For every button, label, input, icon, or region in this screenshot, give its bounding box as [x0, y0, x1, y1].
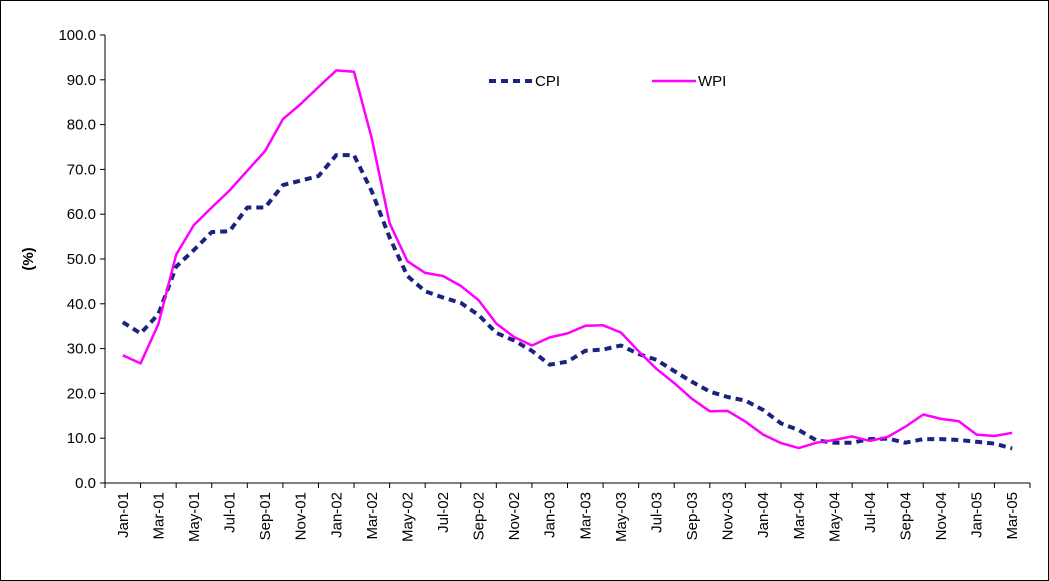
y-axis: 0.0 10.0 20.0 30.0 40.0 50.0 60.0 70.0 80.0 90.0 1… — [58, 27, 106, 492]
x-tick-label: Jul-04 — [862, 492, 879, 533]
series-line-wpi — [122, 69, 1013, 450]
x-tick-label: Jan-04 — [755, 492, 772, 538]
x-tick-label: May-03 — [613, 492, 630, 542]
y-tick-label: 80.0 — [67, 117, 96, 134]
x-tick-label: Sep-01 — [257, 492, 274, 540]
y-tick-label: 30.0 — [67, 341, 96, 358]
x-tick-label: Jan-03 — [542, 492, 559, 538]
x-tick-label: Jan-02 — [328, 492, 345, 538]
x-tick-label: Jan-01 — [115, 492, 132, 538]
y-tick-label: 90.0 — [67, 72, 96, 89]
x-tick-label: Mar-05 — [1004, 492, 1021, 540]
y-tick-label: 70.0 — [67, 161, 96, 178]
x-tick-label: Nov-02 — [506, 492, 523, 540]
x-tick-label: Mar-02 — [364, 492, 381, 540]
x-tick-label: Jul-02 — [435, 492, 452, 533]
x-tick-label: Sep-03 — [684, 492, 701, 540]
y-tick-label: 0.0 — [75, 475, 96, 492]
x-tick-label: Jul-01 — [222, 492, 239, 533]
x-tick-label: Mar-03 — [577, 492, 594, 540]
x-tick-label: Mar-04 — [791, 492, 808, 540]
x-tick-label: May-02 — [399, 492, 416, 542]
x-tick-label: Nov-01 — [293, 492, 310, 540]
x-tick-label: Mar-01 — [150, 492, 167, 540]
legend: CPI WPI — [489, 73, 726, 90]
series-layer — [121, 69, 1013, 451]
y-axis-title: (%) — [20, 247, 37, 270]
y-tick-label: 100.0 — [58, 27, 96, 44]
legend-label-cpi: CPI — [535, 73, 560, 90]
x-tick-label: Nov-04 — [933, 492, 950, 540]
y-tick-label: 60.0 — [67, 206, 96, 223]
y-tick-label: 50.0 — [67, 251, 96, 268]
y-tick-label: 40.0 — [67, 296, 96, 313]
x-tick-label: Jan-05 — [969, 492, 986, 538]
x-tick-label: May-04 — [826, 492, 843, 542]
series-line-cpi — [121, 153, 1013, 451]
y-tick-label: 20.0 — [67, 385, 96, 402]
x-axis: Jan-01 Mar-01 May-01 Jul-01 Sep-01 Nov-01 Jan-… — [104, 482, 1031, 542]
legend-label-wpi: WPI — [698, 73, 726, 90]
x-tick-label: Sep-04 — [897, 492, 914, 540]
x-tick-label: May-01 — [186, 492, 203, 542]
y-tick-label: 10.0 — [67, 430, 96, 447]
x-tick-label: Nov-03 — [720, 492, 737, 540]
x-tick-label: Sep-02 — [471, 492, 488, 540]
x-tick-label: Jul-03 — [648, 492, 665, 533]
